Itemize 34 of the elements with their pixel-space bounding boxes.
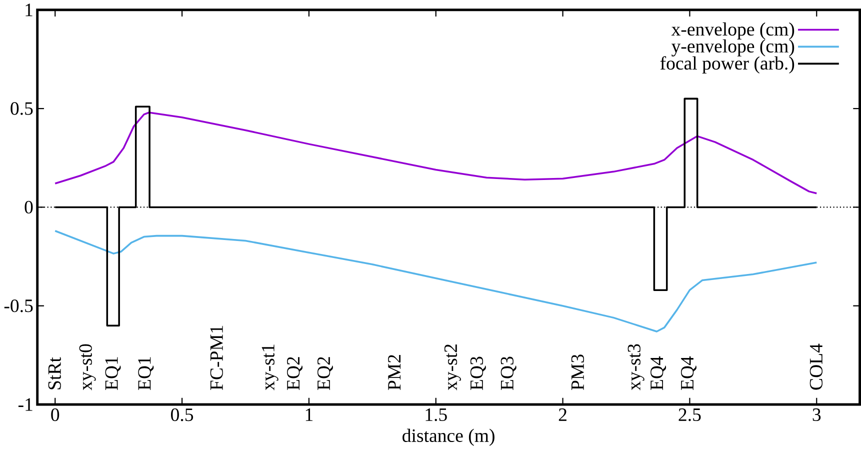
x-tick-label: 2 — [558, 408, 566, 422]
x-tick-label: 1 — [306, 408, 313, 422]
y-tick-label: -0.5 — [4, 300, 33, 312]
y-tick-label: 0.5 — [10, 102, 33, 116]
annotation: EQ4 — [650, 356, 666, 390]
y-tick-label: -1 — [18, 398, 32, 411]
x-axis-title: distance (m) — [402, 429, 494, 446]
x-tick-label: 2.5 — [678, 408, 701, 422]
annotation: EQ3 — [470, 357, 486, 390]
legend-label: y-envelope (cm) — [671, 40, 794, 57]
annotation: PM3 — [571, 354, 584, 390]
annotation: xy-st0 — [79, 344, 96, 391]
annotation: xy-st1 — [262, 344, 278, 391]
legend-label: focal power (arb.) — [660, 56, 794, 74]
annotation: FC-PM1 — [210, 326, 223, 390]
annotation: StRt — [48, 357, 61, 390]
annotation: EQ1 — [138, 357, 154, 390]
x-tick-label: 0.5 — [171, 408, 194, 422]
x-tick-label: 0 — [51, 408, 60, 422]
x-tick-label: 3 — [812, 408, 821, 422]
annotation: xy-st3 — [628, 344, 644, 391]
annotation: EQ4 — [680, 356, 696, 390]
annotation: EQ1 — [105, 357, 121, 390]
annotation: xy-st2 — [444, 344, 461, 391]
annotation: EQ3 — [500, 357, 516, 390]
annotation: EQ2 — [317, 357, 333, 390]
x-tick-label: 1.5 — [426, 408, 447, 422]
annotation: PM2 — [388, 355, 401, 390]
annotation: COL4 — [810, 344, 823, 390]
legend-label: x-envelope (cm) — [671, 22, 794, 40]
annotation: EQ2 — [287, 357, 303, 390]
y-tick-label: 1 — [26, 4, 32, 16]
line-series — [54, 112, 818, 195]
y-tick-label: 0 — [24, 201, 33, 214]
